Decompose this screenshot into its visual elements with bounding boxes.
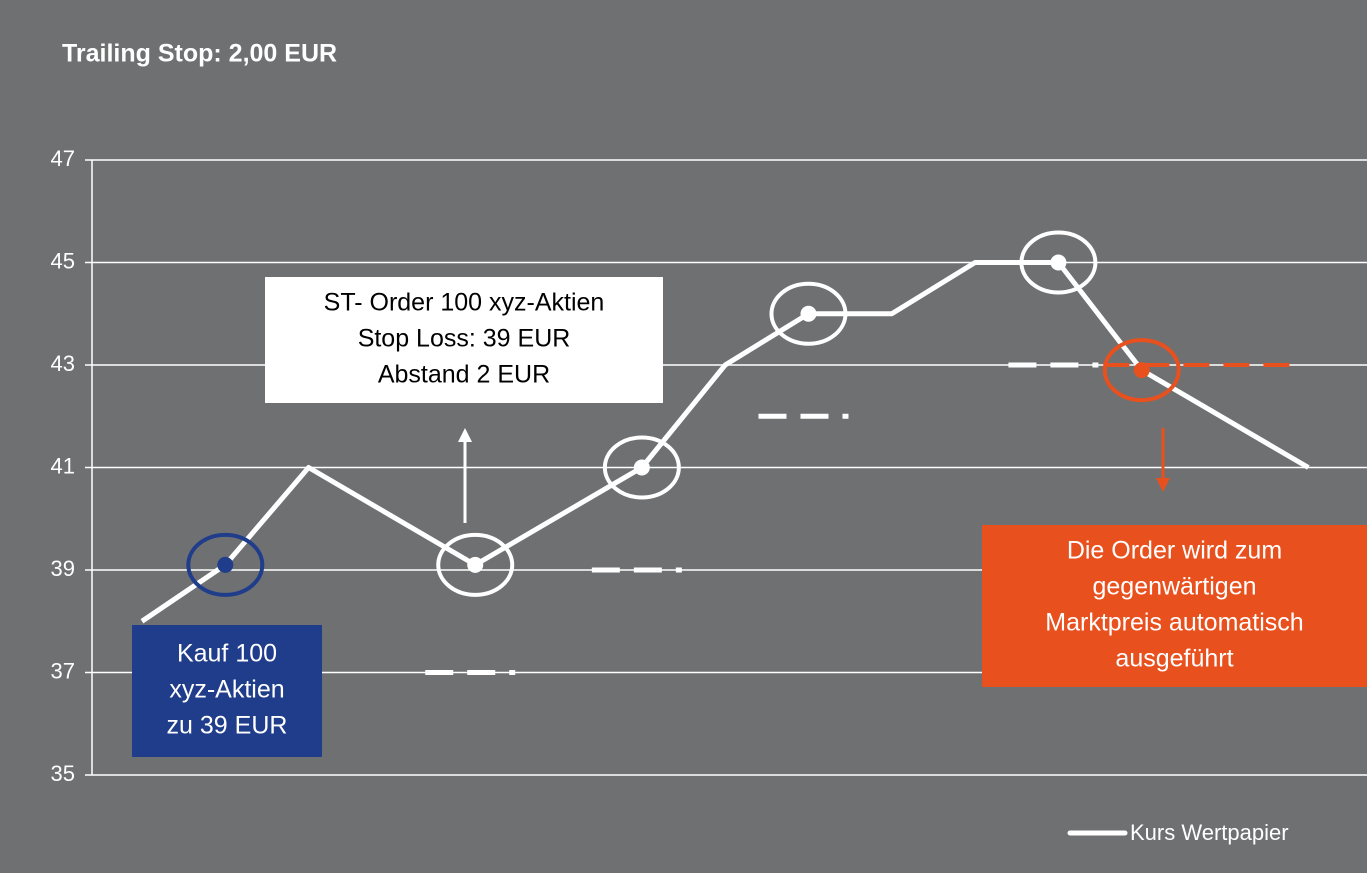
highlight-dot xyxy=(467,556,484,573)
annotation-text: Stop Loss: 39 EUR xyxy=(358,325,571,353)
y-tick-label: 41 xyxy=(51,453,75,478)
annotation-text: xyz-Aktien xyxy=(169,676,284,704)
highlight-ring xyxy=(436,532,515,597)
annotation-box xyxy=(132,625,322,757)
y-tick-label: 39 xyxy=(51,556,75,581)
annotation-box xyxy=(265,277,663,403)
price-line xyxy=(140,260,1310,624)
y-tick-label: 35 xyxy=(51,761,75,786)
highlight-ring xyxy=(769,281,848,346)
y-tick-label: 37 xyxy=(51,658,75,683)
chart-title: Trailing Stop: 2,00 EUR xyxy=(62,40,337,68)
legend-label: Kurs Wertpapier xyxy=(1130,820,1289,845)
highlight-dot xyxy=(1133,362,1150,379)
annotation-box xyxy=(982,525,1367,687)
highlight-ring xyxy=(1019,230,1098,295)
arrow-head xyxy=(1156,478,1170,492)
highlight-dot xyxy=(800,305,817,322)
highlight-ring xyxy=(602,435,681,500)
annotation-text: gegenwärtigen xyxy=(1092,573,1256,601)
highlight-dot xyxy=(1050,254,1067,271)
annotation-text: ST- Order 100 xyz-Aktien xyxy=(324,289,605,317)
annotation-text: Marktpreis automatisch xyxy=(1045,609,1303,637)
annotation-text: Die Order wird zum xyxy=(1067,537,1282,565)
y-tick-label: 47 xyxy=(51,146,75,171)
highlight-ring xyxy=(1102,338,1181,403)
annotation-text: Kauf 100 xyxy=(177,640,277,668)
y-tick-label: 43 xyxy=(51,351,75,376)
annotation-text: ausgeführt xyxy=(1115,645,1233,673)
annotation-text: Abstand 2 EUR xyxy=(378,361,550,389)
arrow-head xyxy=(458,428,472,442)
annotation-text: zu 39 EUR xyxy=(167,712,288,740)
highlight-dot xyxy=(217,556,234,573)
highlight-dot xyxy=(633,459,650,476)
highlight-ring xyxy=(186,532,265,597)
y-tick-label: 45 xyxy=(51,248,75,273)
